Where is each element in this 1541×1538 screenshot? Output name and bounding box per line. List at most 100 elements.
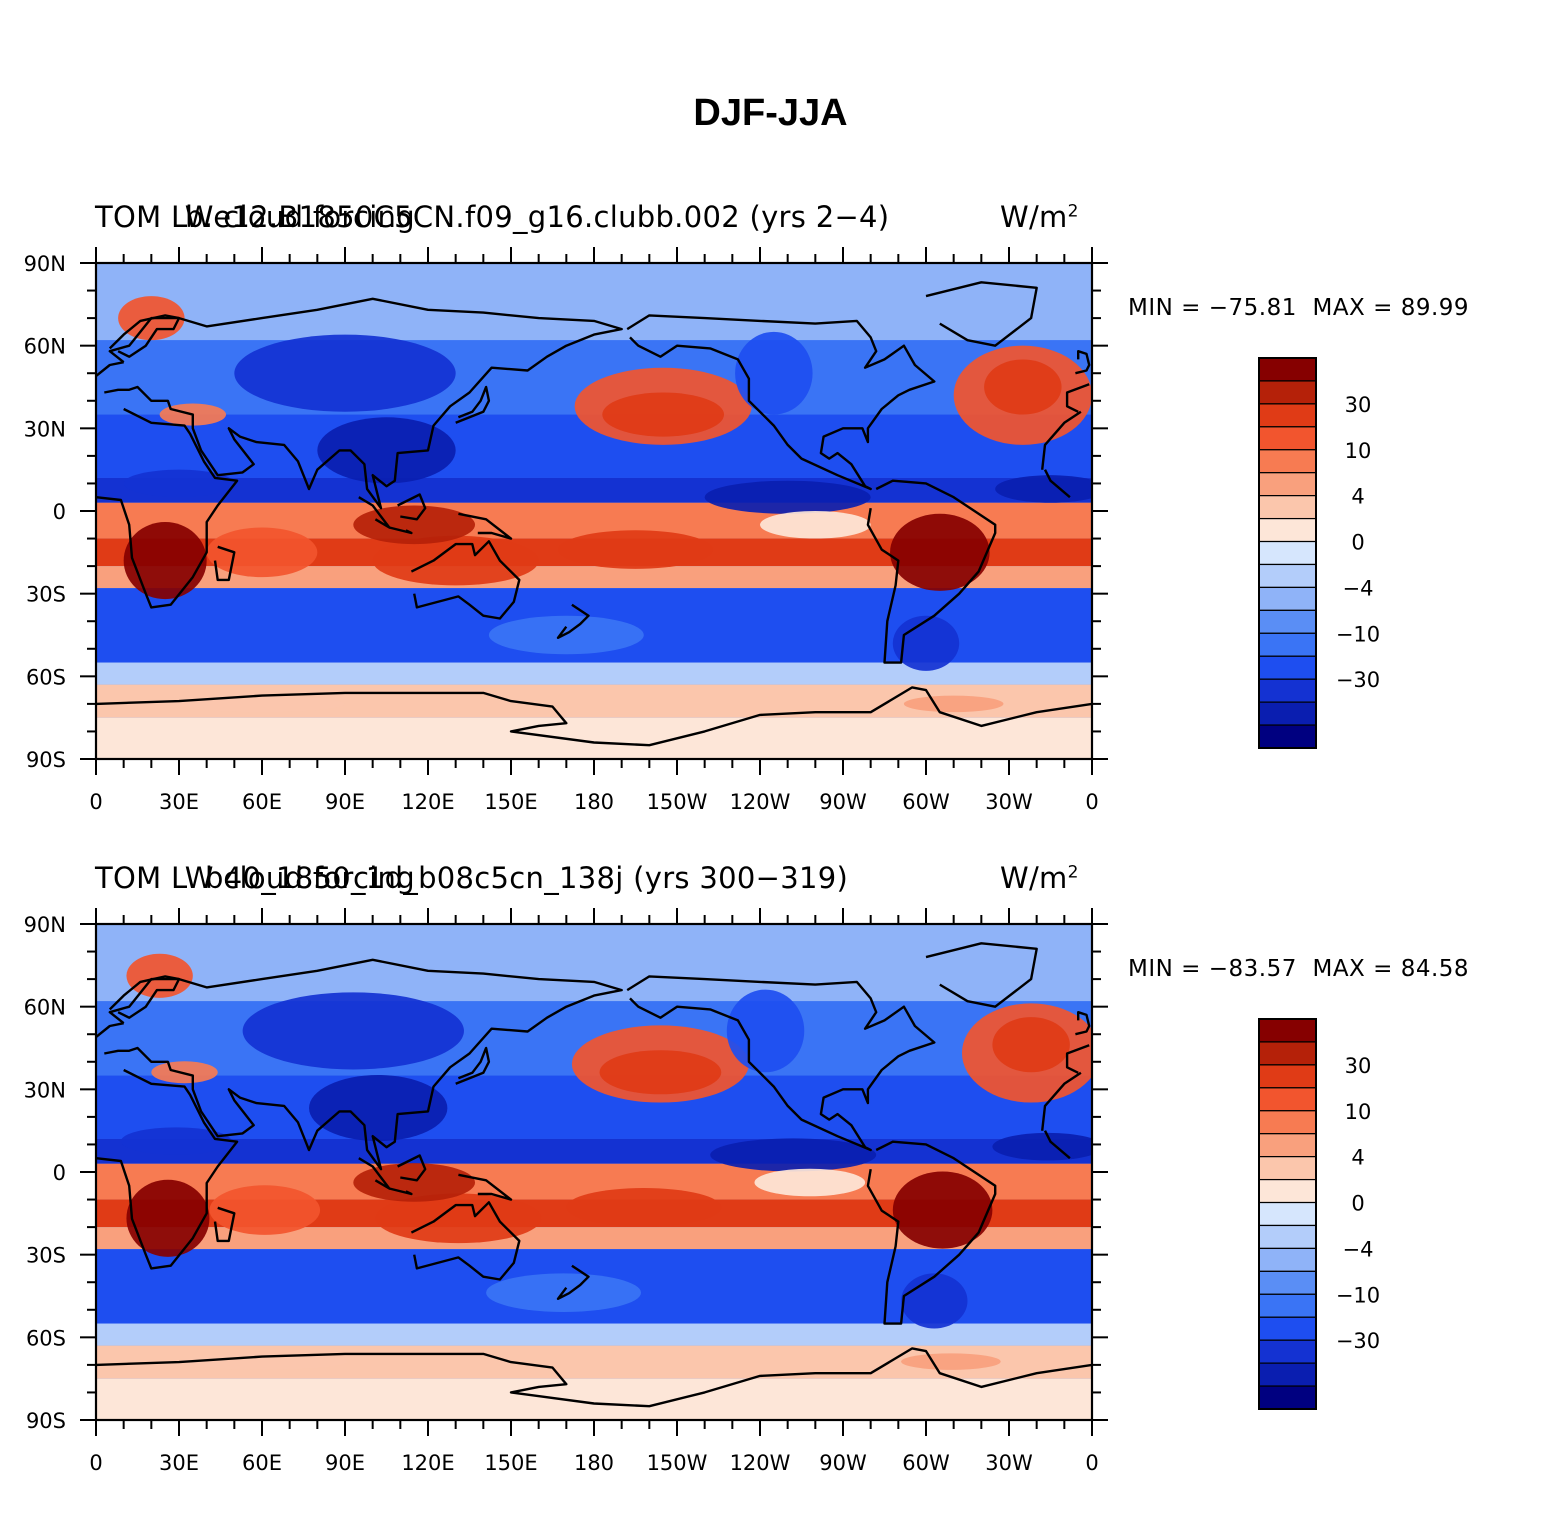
coastline xyxy=(96,361,124,377)
field-blob xyxy=(353,505,476,545)
panel-units: W/m2 xyxy=(1000,861,1079,895)
field-blob xyxy=(209,1185,321,1235)
colorbar-swatch xyxy=(1258,472,1317,497)
field-blob xyxy=(890,513,990,591)
field-blob xyxy=(317,417,456,484)
panel-title-left: TOM LW cloud forcing xyxy=(95,200,415,234)
colorbar-label: 0 xyxy=(1351,531,1364,555)
figure-title: DJF-JJA xyxy=(693,92,848,134)
x-tick-label: 90E xyxy=(325,1451,365,1475)
coastline xyxy=(925,281,1038,347)
field-blob xyxy=(123,522,207,600)
y-tick-label: 60S xyxy=(26,665,66,689)
field-blob xyxy=(353,1163,476,1202)
colorbar-frame xyxy=(1258,357,1317,749)
coastline xyxy=(1041,410,1082,470)
colorbar-swatch xyxy=(1258,1270,1317,1295)
panel-top: TOM LW cloud forcing b.e12.B1850C5CN.f09… xyxy=(0,0,1541,814)
field-blob xyxy=(242,992,464,1070)
colorbar-swatch xyxy=(1258,1178,1317,1204)
y-tick-label: 90S xyxy=(26,748,66,772)
colorbar-swatch xyxy=(1258,1018,1317,1043)
colorbar-swatch xyxy=(1258,609,1317,634)
x-tick-label: 0 xyxy=(1085,1451,1098,1475)
field-band xyxy=(96,662,1092,685)
x-tick-label: 120E xyxy=(401,790,454,814)
coastline xyxy=(866,1140,997,1325)
coastline xyxy=(96,407,239,609)
field-blob xyxy=(558,530,713,569)
y-tick-label: 0 xyxy=(53,1161,66,1185)
colorbar-swatch xyxy=(1258,1064,1317,1089)
colorbar-label: 30 xyxy=(1345,393,1372,417)
field-blob xyxy=(372,535,539,586)
field-band xyxy=(96,1323,1092,1346)
coastline xyxy=(626,975,936,1152)
coastline xyxy=(213,545,236,582)
y-tick-label: 90S xyxy=(26,1409,66,1433)
colorbar-swatch xyxy=(1258,1293,1317,1318)
y-tick-label: 30N xyxy=(24,417,66,441)
x-tick-label: 30W xyxy=(985,790,1033,814)
coastline xyxy=(358,496,391,529)
field-blob xyxy=(566,1187,722,1227)
colorbar-swatch xyxy=(1258,586,1317,611)
field-band xyxy=(96,717,1092,759)
colorbar-swatch xyxy=(1258,495,1317,520)
field-blob xyxy=(901,1273,968,1329)
colorbar-swatch xyxy=(1258,1133,1317,1158)
colorbar-swatch xyxy=(1258,1339,1317,1364)
x-tick-label: 60W xyxy=(902,790,950,814)
colorbar-label: 10 xyxy=(1345,1100,1372,1124)
field-blob xyxy=(488,615,644,655)
x-tick-label: 120E xyxy=(401,1451,454,1475)
colorbar-swatch xyxy=(1258,380,1317,405)
x-tick-label: 90W xyxy=(819,790,867,814)
field-blob xyxy=(599,1050,722,1095)
coastline xyxy=(1043,469,1071,499)
field-blob xyxy=(984,359,1062,415)
coastline xyxy=(455,385,491,424)
coastline xyxy=(108,314,181,358)
x-tick-label: 150E xyxy=(484,1451,537,1475)
min-max-label: MIN = −75.81 MAX = 89.99 xyxy=(1128,295,1470,321)
x-tick-label: 0 xyxy=(89,790,102,814)
coastline xyxy=(925,942,1038,1008)
field-blob xyxy=(710,1138,877,1172)
colorbar-label: 10 xyxy=(1345,439,1372,463)
field-blob xyxy=(754,1168,866,1197)
x-tick-label: 150E xyxy=(484,790,537,814)
coastline xyxy=(1043,1130,1071,1160)
coastline xyxy=(389,1187,413,1196)
x-tick-label: 30E xyxy=(159,1451,199,1475)
y-tick-label: 60N xyxy=(24,996,66,1020)
coastline xyxy=(1065,383,1090,413)
colorbar-frame xyxy=(1258,1018,1317,1410)
field-band xyxy=(96,1378,1092,1420)
colorbar-label: 4 xyxy=(1351,485,1364,509)
coastline xyxy=(96,1347,1092,1408)
coastline xyxy=(104,958,623,1171)
coastlines xyxy=(96,942,1092,1408)
field-band xyxy=(96,1227,1092,1250)
coastline xyxy=(104,297,623,510)
x-tick-label: 30E xyxy=(159,790,199,814)
colorbar-swatch xyxy=(1258,426,1317,451)
x-tick-label: 120W xyxy=(730,1451,791,1475)
field-blob xyxy=(120,1127,232,1155)
coastline xyxy=(1041,1071,1082,1131)
x-tick-label: 0 xyxy=(1085,790,1098,814)
field-blob xyxy=(126,1179,210,1257)
colorbar-swatch xyxy=(1258,517,1317,543)
panel-title-case: b.e12.B1850C5CN.f09_g16.clubb.002 (yrs 2… xyxy=(185,200,890,234)
field-band xyxy=(96,1138,1092,1164)
coastline xyxy=(389,526,413,535)
map-plot: 0 30E 60E 90E 120E 150E 180 150W 120W 90W 60W 30W 09… xyxy=(24,908,1380,1475)
colorbar-swatch xyxy=(1258,1201,1317,1227)
field-band xyxy=(96,566,1092,589)
field-blob xyxy=(234,334,456,412)
y-tick-label: 60S xyxy=(26,1326,66,1350)
x-tick-label: 60E xyxy=(242,1451,282,1475)
colorbar-swatch xyxy=(1258,632,1317,657)
colorbar-swatch xyxy=(1258,1156,1317,1181)
